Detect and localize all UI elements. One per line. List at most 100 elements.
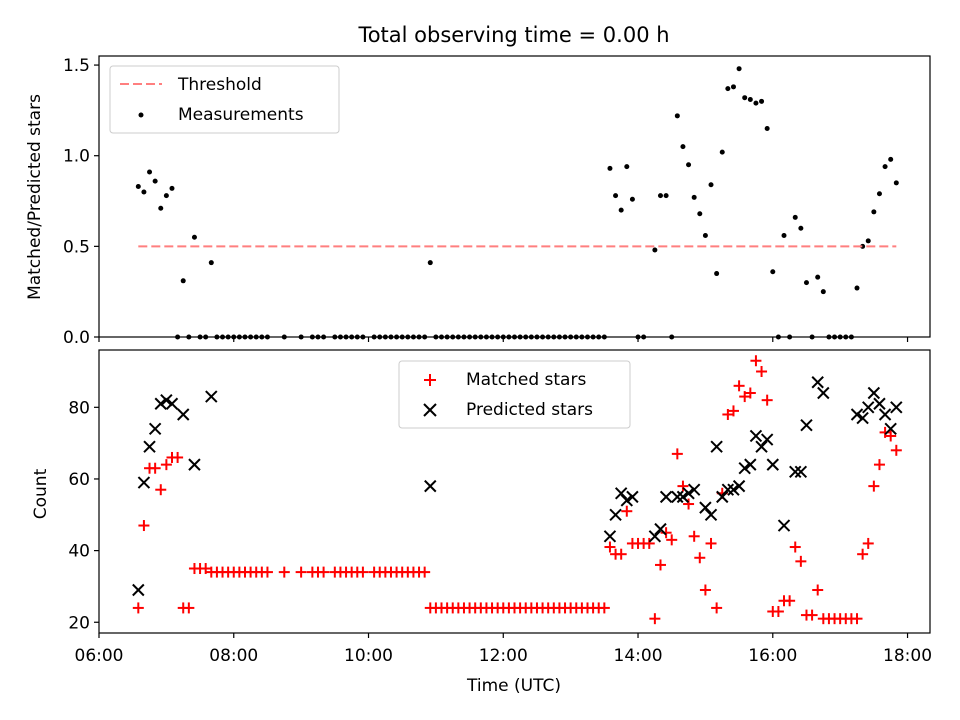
measurement-point [714, 271, 720, 277]
matched-point [688, 530, 700, 542]
measurement-point [674, 113, 680, 119]
predicted-point [766, 458, 779, 471]
measurement-point [860, 243, 866, 249]
measurement-point [820, 289, 826, 295]
matched-point [649, 613, 661, 625]
predicted-point [890, 401, 903, 414]
predicted-point [794, 465, 808, 479]
predicted-point [626, 490, 639, 504]
top-y-ticks: 0.0 0.5 1.0 1.5 [63, 56, 99, 348]
measurement-point [657, 193, 663, 199]
measurement-point [871, 209, 877, 215]
predicted-point [716, 490, 729, 504]
matched-point [789, 541, 801, 553]
matched-point [295, 566, 307, 578]
bottom-y-ticks: 20 40 60 80 [68, 398, 99, 633]
measurement-point [158, 205, 164, 211]
matched-point [879, 426, 891, 438]
matched-point [761, 394, 773, 406]
measurement-point [702, 232, 708, 238]
predicted-point [744, 458, 757, 471]
top-y-axis-label: Matched/Predicted stars [25, 94, 45, 300]
measurement-point [652, 247, 658, 253]
measurement-point [792, 214, 798, 220]
y-tick-label: 0.0 [63, 328, 90, 348]
matched-point [862, 537, 874, 549]
measurement-point [893, 180, 899, 186]
matched-point [261, 566, 273, 578]
measurement-point [135, 184, 141, 190]
matched-point [172, 451, 184, 463]
matched-point [419, 566, 431, 578]
measurement-point [180, 278, 186, 284]
predicted-point [143, 440, 156, 453]
measurement-point [163, 193, 169, 199]
predicted-point [856, 411, 869, 425]
y-tick-label: 60 [68, 470, 90, 490]
measurement-point [882, 164, 888, 170]
bottom-x-ticks: 06:00 08:00 10:00 12:00 14:00 16:00 18:00 [75, 633, 932, 666]
measurement-point [730, 84, 736, 90]
measurement-point [191, 234, 197, 240]
x-tick-label: 10:00 [344, 646, 393, 666]
matched-point [138, 520, 150, 532]
predicted-point [862, 401, 875, 414]
measurement-point [854, 285, 860, 291]
predicted-point [137, 476, 151, 489]
y-tick-label: 1.5 [63, 56, 90, 76]
matched-point [795, 555, 807, 567]
predicted-point [878, 408, 892, 421]
predicted-point [749, 429, 763, 443]
matched-point [183, 602, 195, 614]
predicted-point [704, 508, 718, 521]
top-axes-frame [98, 55, 931, 338]
measurement-point [427, 260, 433, 266]
matched-point [756, 365, 768, 377]
y-tick-label: 40 [68, 542, 90, 562]
predicted-point [755, 440, 768, 453]
bottom-series-predicted [132, 376, 903, 597]
matched-point [868, 480, 880, 492]
bottom-series-matched [132, 355, 902, 625]
measurement-point [815, 274, 821, 280]
predicted-point [614, 487, 628, 500]
predicted-point [154, 397, 167, 410]
predicted-point [620, 494, 634, 507]
measurement-point [629, 196, 635, 202]
predicted-point [800, 419, 813, 432]
matched-point [621, 505, 633, 517]
x-tick-label: 12:00 [479, 646, 528, 666]
matched-point [784, 595, 796, 607]
matched-point [278, 566, 290, 578]
measurement-point [888, 156, 894, 162]
measurement-point [865, 238, 871, 244]
bottom-legend-box [398, 360, 631, 429]
predicted-point [777, 519, 791, 532]
matched-point [677, 480, 689, 492]
measurement-point [613, 193, 619, 199]
x-tick-label: 08:00 [209, 646, 258, 666]
y-tick-label: 80 [68, 398, 90, 418]
predicted-point [732, 479, 746, 493]
measurement-point [798, 225, 804, 231]
x-tick-label: 14:00 [614, 646, 663, 666]
bottom-axes-frame [98, 349, 931, 634]
measurement-point [618, 207, 624, 213]
matched-point [604, 541, 616, 553]
predicted-point [727, 483, 740, 496]
predicted-point [817, 386, 830, 400]
matched-point [851, 613, 863, 625]
measurement-point [747, 97, 753, 103]
predicted-point [682, 487, 695, 500]
predicted-point [654, 522, 667, 536]
matched-point [683, 498, 695, 510]
matched-point [318, 566, 330, 578]
x-axis-label: Time (UTC) [466, 676, 561, 696]
measurement-point [764, 126, 770, 132]
matched-point [666, 534, 678, 546]
predicted-point [205, 390, 218, 403]
matched-point [149, 462, 161, 474]
matched-point [812, 584, 824, 596]
bottom-panel: 20 40 60 80 06:00 08:00 10:00 12:00 14:00 16:00 1… [31, 349, 932, 696]
x-tick-label: 18:00 [883, 646, 932, 666]
